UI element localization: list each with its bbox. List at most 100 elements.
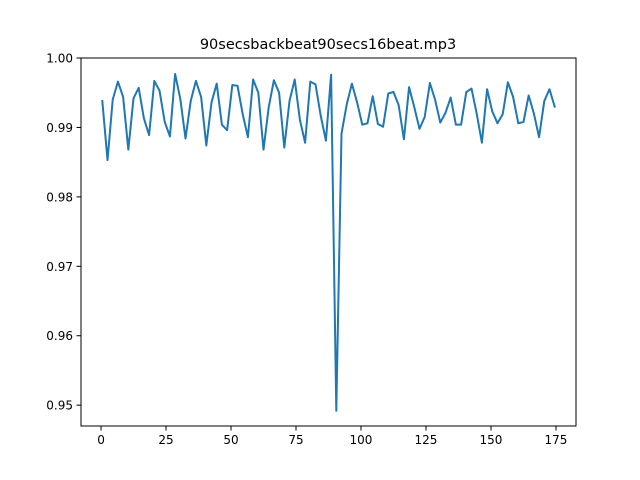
x-tick-label: 75	[288, 433, 303, 447]
data-point	[481, 141, 483, 144]
data-point	[278, 91, 280, 94]
data-point	[106, 159, 109, 161]
data-point	[117, 80, 119, 83]
data-point	[361, 123, 364, 126]
series-layer	[101, 72, 556, 412]
x-tick-label: 125	[415, 433, 438, 447]
data-point	[267, 106, 270, 109]
data-point	[543, 100, 546, 102]
data-point	[377, 123, 379, 125]
data-point	[397, 104, 400, 107]
data-point	[335, 409, 338, 412]
data-point	[195, 80, 197, 82]
chart-title: 90secsbackbeat90secs16beat.mp3	[200, 37, 456, 53]
data-point	[392, 91, 395, 93]
data-point	[325, 139, 327, 142]
data-point	[413, 106, 416, 109]
y-tick-label: 0.97	[46, 260, 73, 274]
x-tick-label: 25	[158, 433, 173, 447]
data-point	[460, 123, 462, 126]
data-point	[366, 122, 369, 125]
data-point	[293, 78, 296, 81]
data-point	[553, 105, 556, 108]
data-point	[522, 121, 525, 123]
x-tick-label: 0	[97, 433, 105, 447]
data-point	[283, 146, 286, 149]
data-point	[231, 84, 234, 86]
data-point	[444, 112, 447, 114]
data-point	[111, 98, 114, 101]
data-point	[257, 91, 260, 94]
data-point	[501, 113, 504, 116]
data-point	[132, 97, 135, 100]
data-point	[475, 112, 478, 115]
data-point	[491, 110, 494, 113]
data-point	[189, 100, 192, 102]
data-point	[288, 100, 291, 102]
data-point	[486, 88, 488, 91]
data-point	[153, 80, 156, 82]
data-point	[512, 96, 514, 98]
data-point	[496, 122, 499, 125]
data-point	[247, 136, 249, 138]
data-point	[226, 129, 228, 132]
data-point	[184, 137, 187, 140]
data-point	[408, 86, 410, 88]
data-point	[517, 122, 520, 125]
data-point	[127, 148, 130, 151]
x-tick-label: 50	[223, 433, 238, 447]
data-point	[434, 98, 436, 101]
data-point	[163, 121, 166, 123]
data-point	[273, 79, 275, 82]
data-point	[533, 112, 535, 115]
data-point	[158, 89, 161, 92]
data-point	[137, 87, 140, 89]
y-tick-label: 0.96	[46, 329, 73, 343]
data-point	[371, 95, 374, 97]
data-point	[174, 73, 176, 75]
data-point	[200, 96, 202, 98]
data-point	[241, 113, 244, 116]
data-point	[221, 123, 223, 126]
data-point	[215, 82, 218, 85]
data-point	[470, 87, 473, 90]
data-point	[262, 148, 265, 151]
data-point	[252, 78, 254, 81]
data-point	[548, 88, 551, 91]
data-point	[538, 136, 540, 138]
x-tick-label: 150	[480, 433, 503, 447]
data-point	[429, 82, 431, 84]
data-point	[205, 144, 208, 147]
data-point	[210, 101, 213, 104]
y-tick-label: 0.95	[46, 399, 73, 413]
data-point	[122, 96, 124, 98]
data-point	[387, 92, 390, 95]
data-point	[418, 128, 421, 130]
data-point	[236, 84, 239, 87]
data-point	[340, 132, 343, 135]
x-axis: 0 25 50 75 100 125 150 175	[97, 426, 567, 447]
data-point	[299, 119, 301, 121]
data-point	[179, 98, 182, 100]
data-point	[304, 141, 306, 144]
data-point	[507, 81, 509, 84]
data-point	[143, 117, 145, 120]
x-tick-label: 100	[350, 433, 373, 447]
data-point	[351, 82, 353, 85]
data-point	[319, 114, 322, 117]
data-point	[345, 103, 348, 106]
y-tick-label: 0.99	[46, 121, 73, 135]
plot-frame	[80, 57, 577, 427]
data-point	[101, 100, 104, 102]
y-tick-label: 0.98	[46, 190, 73, 204]
y-axis: 0.95 0.96 0.97 0.98 0.99 1.00	[46, 52, 81, 413]
data-point	[309, 80, 312, 83]
data-point	[455, 123, 457, 126]
x-tick-label: 175	[545, 433, 568, 447]
data-point	[314, 83, 317, 86]
data-point	[423, 116, 426, 118]
data-point	[356, 101, 358, 104]
data-point	[403, 138, 405, 141]
data-point	[449, 96, 452, 99]
